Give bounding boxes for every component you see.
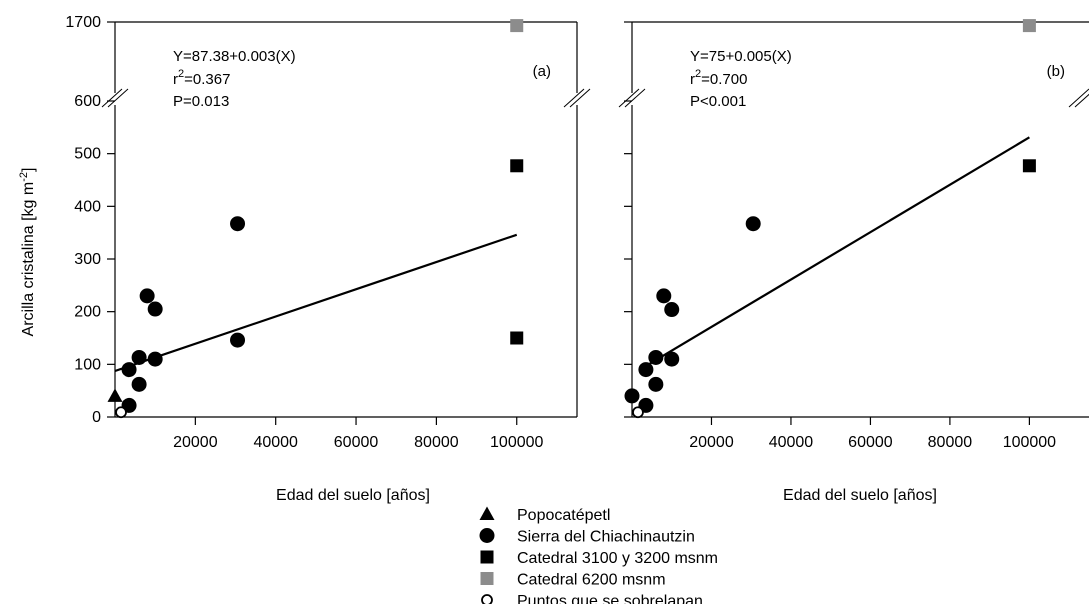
legend-item-sierra: Sierra del Chiachinautzin [479,528,695,546]
legend: Popocatépetl Sierra del Chiachinautzin Cat… [479,506,718,604]
y-break-label: 1700 [65,14,101,31]
data-point-cat3100 [510,331,524,345]
r2-text: r2=0.700 [690,68,747,88]
y-axis-title-end: ] [20,168,37,172]
legend-marker-sierra [479,528,495,543]
y-tick-label: 100 [74,356,101,373]
y-tick-label: 300 [74,251,101,268]
y-tick-label: 600 [74,93,101,110]
x-tick-label: 60000 [848,434,893,451]
x-tick-label: 60000 [334,434,379,451]
legend-item-overlap: Puntos que se sobrelapan [481,593,703,604]
legend-marker-cat3100 [480,550,494,564]
data-point-sierra [230,216,246,232]
data-point-sierra [664,351,680,367]
data-point-cat6200 [510,19,524,33]
data-point-cat3100 [1022,159,1036,173]
y-tick-label: 400 [74,198,101,215]
data-point-sierra [131,349,147,365]
p-value-text: P<0.001 [690,93,746,110]
axis-break-right-2 [569,88,591,108]
legend-item-cat6200: Catedral 6200 msnm [480,572,666,589]
panel-label: (a) [533,63,551,80]
r2-value: =0.367 [184,71,230,88]
panels: 0 100 200 300 400 500 600 1700 20000 40000 60000 80… [65,14,1089,451]
legend-label: Catedral 6200 msnm [517,572,666,589]
data-point-sierra [139,288,155,304]
legend-item-cat3100: Catedral 3100 y 3200 msnm [480,550,718,567]
data-point-sierra [147,301,163,317]
x-tick-label: 40000 [253,434,298,451]
data-point-sierra [624,388,640,404]
r2-prefix: r [690,71,695,88]
regression-line [639,136,1030,371]
y-tick-label: 0 [92,409,101,426]
data-point-sierra [745,216,761,232]
y-axis-title: Arcilla cristalina [kg m-2] [18,168,37,337]
axis-break-left-2 [107,88,129,108]
data-point-popo [107,388,123,402]
x-tick-label: 100000 [490,434,543,451]
r2-value: =0.700 [701,71,747,88]
equation-text: Y=75+0.005(X) [690,48,792,65]
x-tick-label: 80000 [414,434,459,451]
legend-marker-overlap [481,594,493,604]
axis-break-left-1 [101,88,123,108]
data-point-overlap [115,406,127,419]
x-tick-label: 20000 [689,434,734,451]
y-tick-label: 200 [74,304,101,321]
legend-marker-cat6200 [480,572,494,585]
x-tick-label: 80000 [928,434,973,451]
data-point-cat3100 [510,159,524,173]
r2-prefix: r [173,71,178,88]
data-point-sierra [656,288,672,304]
x-axis-title-b: Edad del suelo [años] [783,487,937,504]
legend-label: Popocatépetl [517,507,610,524]
legend-label: Catedral 3100 y 3200 msnm [517,550,718,567]
data-point-sierra [648,376,664,392]
legend-label: Puntos que se sobrelapan [517,593,703,604]
y-axis-title-sup: -2 [18,172,30,182]
panel-b: 20000 40000 60000 80000 100000 Y=75+0.005(X) r… [618,19,1089,451]
x-tick-label: 40000 [769,434,814,451]
data-point-sierra [230,332,246,348]
panel-a: 0 100 200 300 400 500 600 1700 20000 40000 60000 80… [65,14,591,451]
data-point-sierra [147,351,163,367]
equation-text: Y=87.38+0.003(X) [173,48,296,65]
y-tick-label: 500 [74,146,101,163]
legend-item-popo: Popocatépetl [479,506,610,524]
data-point-sierra [131,376,147,392]
data-point-cat6200 [1022,19,1036,33]
legend-marker-popo [479,506,495,520]
p-value-text: P=0.013 [173,93,229,110]
r2-text: r2=0.367 [173,68,230,88]
r2-sup: 2 [695,68,701,80]
x-tick-label: 20000 [173,434,218,451]
x-axis-title-a: Edad del suelo [años] [276,487,430,504]
data-point-sierra [664,302,680,318]
regression-line [114,233,518,373]
axis-break-left-1 [618,88,640,108]
data-point-overlap [632,406,644,419]
axis-break-right-1 [1068,88,1089,108]
data-point-sierra [638,362,654,378]
data-point-sierra [121,362,137,378]
panel-label: (b) [1047,63,1065,80]
data-point-sierra [648,349,664,365]
legend-label: Sierra del Chiachinautzin [517,529,695,546]
y-axis-title-main: Arcilla cristalina [kg m [20,182,37,337]
r2-sup: 2 [178,68,184,80]
axis-break-right-1 [563,88,585,108]
axis-break-right-2 [1074,93,1089,108]
axis-break-left-2 [624,88,646,108]
x-tick-label: 100000 [1003,434,1056,451]
